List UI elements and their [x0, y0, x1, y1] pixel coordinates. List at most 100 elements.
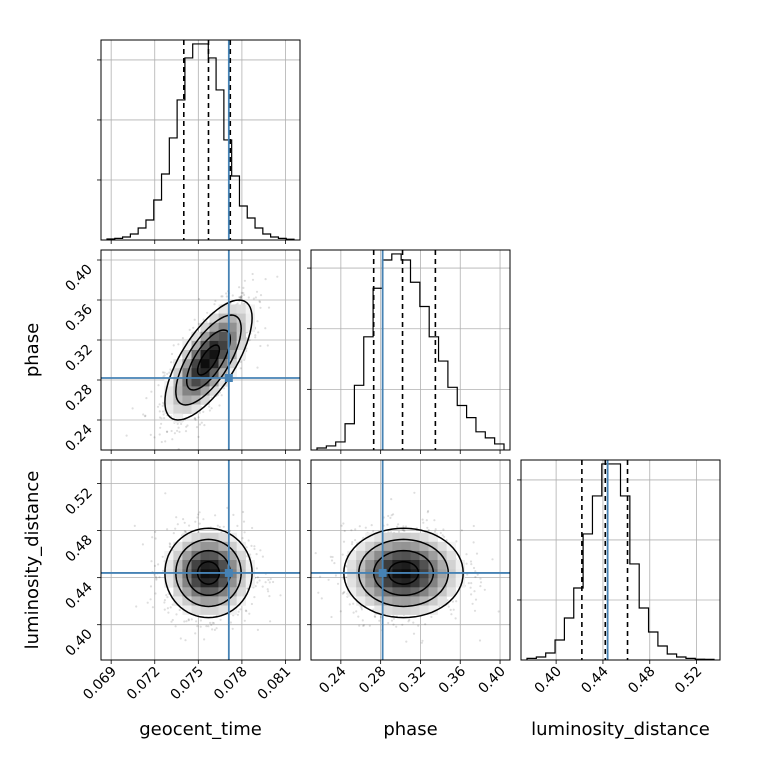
sample-point [178, 430, 181, 433]
sample-point [197, 322, 200, 325]
sample-point [194, 520, 197, 523]
sample-point [183, 530, 186, 533]
sample-point [237, 610, 240, 613]
sample-point [253, 596, 256, 599]
sample-point [340, 524, 343, 527]
sample-point [151, 536, 154, 539]
density-cell [209, 313, 219, 323]
sample-point [421, 518, 424, 521]
x-tick-label: 0.32 [396, 664, 429, 697]
sample-point [443, 535, 446, 539]
sample-point [267, 306, 271, 309]
sample-point [389, 516, 392, 520]
density-cell [365, 596, 375, 606]
sample-point [146, 456, 148, 458]
density-cell [374, 532, 384, 543]
sample-point [205, 625, 208, 628]
sample-point [222, 525, 225, 528]
sample-point [254, 336, 257, 339]
sample-point [402, 529, 405, 532]
density-cell [356, 596, 366, 606]
sample-point [153, 573, 156, 576]
sample-point [460, 529, 463, 532]
sample-point [187, 618, 190, 621]
sample-point [158, 410, 161, 413]
sample-point [355, 610, 358, 613]
density-cell [401, 596, 411, 606]
sample-point [168, 545, 171, 548]
sample-point [341, 592, 344, 595]
sample-point [143, 415, 147, 418]
density-cell [200, 605, 210, 615]
density-cell [218, 340, 228, 351]
sample-point [205, 320, 208, 323]
sample-point [200, 421, 203, 424]
sample-point [155, 578, 158, 581]
sample-point [402, 525, 405, 528]
contour-line [175, 314, 242, 406]
density-cell [392, 550, 402, 561]
density-cell [356, 550, 366, 561]
sample-point [176, 523, 179, 526]
sample-point [479, 581, 483, 584]
sample-point [314, 552, 317, 555]
density-cell [365, 541, 375, 552]
x-axis-label-luminosity_distance: luminosity_distance [531, 719, 710, 740]
density-cell [392, 605, 402, 615]
sample-point [182, 518, 185, 521]
y-tick-label: 0.40 [62, 262, 95, 295]
sample-point [202, 318, 205, 321]
sample-point [157, 384, 160, 387]
density-cell [173, 560, 183, 570]
density-cell [218, 596, 228, 606]
sample-point [214, 299, 217, 303]
density-cell [383, 550, 393, 561]
sample-point [342, 540, 346, 543]
sample-point [352, 611, 355, 614]
sample-point [242, 291, 245, 295]
density-panel [133, 492, 282, 642]
y-axis-label-luminosity_distance: luminosity_distance [22, 471, 43, 650]
sample-point [350, 529, 353, 532]
density-cell [182, 596, 192, 606]
sample-point [352, 602, 355, 605]
density-cell [236, 350, 246, 360]
sample-point [192, 326, 195, 329]
y-tick-label: 0.48 [62, 532, 95, 565]
density-cell [209, 331, 219, 342]
density-cell [200, 331, 210, 342]
sample-point [248, 612, 251, 615]
panel-frame-diag [520, 459, 721, 661]
density-cell [218, 322, 228, 333]
sample-point [420, 641, 423, 644]
density-cell [209, 541, 219, 552]
density-cell [374, 550, 384, 561]
sample-point [207, 625, 210, 628]
density-cell [182, 550, 192, 561]
density-cell [428, 596, 438, 606]
sample-point [390, 514, 393, 517]
sample-point [412, 621, 415, 624]
sample-point [166, 596, 169, 599]
sample-point [170, 352, 174, 356]
density-cell [173, 596, 183, 606]
density-cell [392, 596, 402, 606]
sample-point [177, 343, 180, 346]
x-tick-label: 0.075 [167, 664, 207, 704]
sample-point [171, 438, 174, 441]
density-cell [191, 578, 201, 588]
sample-point [469, 560, 473, 563]
sample-point [317, 591, 320, 594]
sample-point [194, 632, 197, 635]
truth-marker [224, 568, 233, 577]
sample-point [345, 576, 348, 579]
sample-point [162, 413, 165, 416]
sample-point [247, 296, 250, 299]
density-cell [245, 560, 255, 570]
density-cell [182, 404, 192, 414]
density-cell [383, 560, 393, 570]
sample-point [208, 405, 211, 408]
density-cell [419, 587, 429, 597]
density-cell [218, 359, 228, 369]
sample-point [348, 603, 351, 606]
